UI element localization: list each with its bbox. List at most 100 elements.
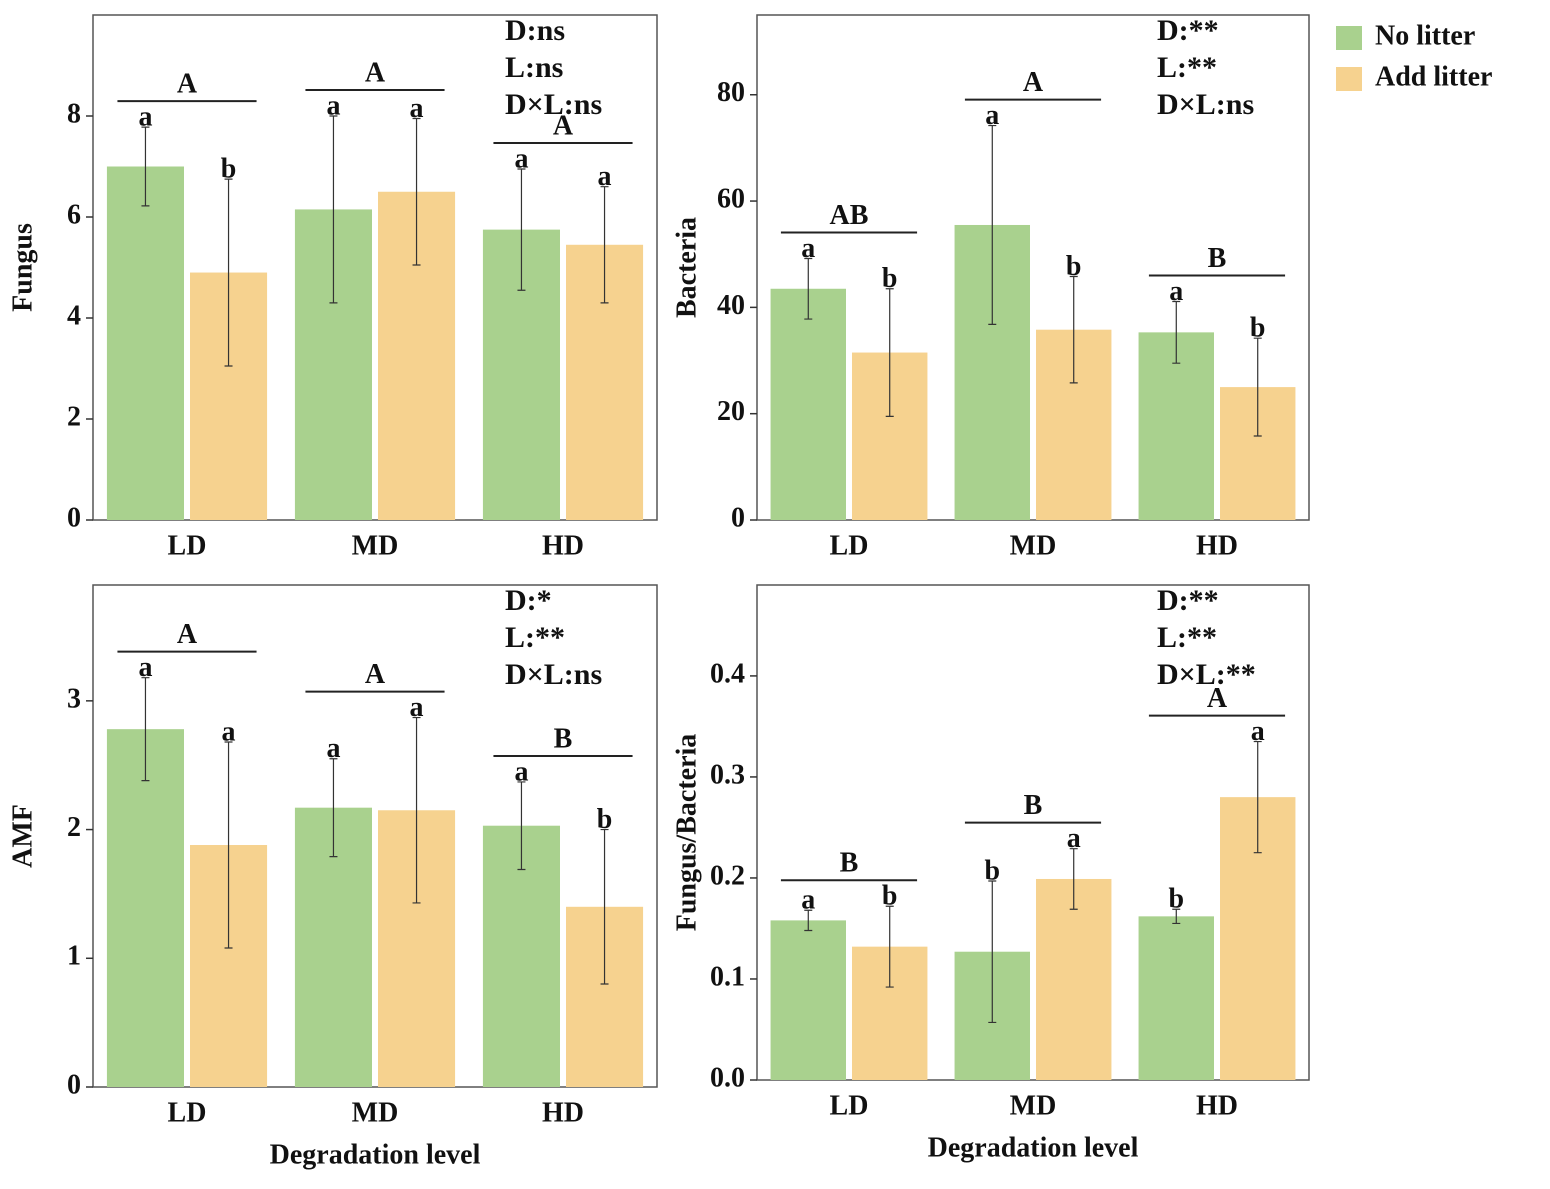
significance-letter: b	[984, 855, 1000, 886]
group-letter: A	[365, 659, 386, 690]
significance-letter: b	[1066, 251, 1082, 282]
error-bar	[804, 257, 813, 320]
significance-letter: a	[410, 93, 424, 124]
y-tick-label: 0	[67, 502, 81, 533]
y-tick-label: 1	[67, 941, 81, 972]
stat-annotation: L:**	[1157, 621, 1217, 654]
group-letter: B	[554, 723, 573, 754]
significance-letter: a	[326, 90, 340, 121]
group-letter: A	[177, 619, 198, 650]
stat-annotation: D:**	[1157, 14, 1219, 47]
stat-annotation: D:*	[505, 584, 552, 617]
stat-annotation: D×L:ns	[505, 658, 602, 691]
error-bar	[885, 288, 894, 417]
error-bar	[517, 168, 526, 291]
group-letter: B	[1208, 243, 1227, 274]
stat-annotation: D×L:ns	[505, 88, 602, 121]
error-bar	[412, 117, 421, 266]
error-bar	[141, 126, 150, 207]
y-tick-label: 8	[67, 98, 81, 129]
stat-annotation: D×L:**	[1157, 658, 1256, 691]
y-tick-label: 3	[67, 683, 81, 714]
legend-label: Add litter	[1375, 61, 1492, 92]
error-bar	[988, 124, 997, 325]
plot-frame	[756, 584, 1310, 1081]
plot-frame	[92, 584, 658, 1088]
group-letter: AB	[830, 200, 869, 231]
significance-letter: b	[1250, 313, 1266, 344]
significance-letter: a	[514, 143, 528, 174]
significance-letter: b	[597, 804, 613, 835]
error-bar	[1172, 300, 1181, 364]
significance-letter: a	[326, 733, 340, 764]
x-tick-label: MD	[1010, 530, 1057, 561]
error-bar	[1069, 848, 1078, 910]
legend-swatch	[1336, 67, 1362, 91]
bar	[770, 288, 846, 520]
significance-letter: a	[598, 161, 612, 192]
bar	[1036, 878, 1112, 1080]
y-tick-label: 6	[67, 199, 81, 230]
group-letter: A	[553, 110, 574, 141]
error-bar	[1069, 275, 1078, 384]
x-tick-label: LD	[830, 530, 869, 561]
y-tick-label: 60	[717, 183, 745, 214]
error-bar	[600, 186, 609, 304]
error-bar	[1172, 908, 1181, 925]
x-axis-label: Degradation level	[270, 1139, 481, 1170]
y-axis-label: Fungus/Bacteria	[671, 734, 702, 932]
significance-letter: b	[882, 263, 898, 294]
significance-letter: a	[222, 716, 236, 747]
group-letter: A	[1023, 67, 1044, 98]
y-tick-label: 80	[717, 77, 745, 108]
y-tick-label: 4	[67, 300, 81, 331]
x-tick-label: MD	[352, 1097, 399, 1128]
stat-annotation: L:**	[505, 621, 565, 654]
y-tick-label: 0.0	[710, 1062, 745, 1093]
y-tick-label: 0.3	[710, 759, 745, 790]
y-axis-label: Bacteria	[671, 217, 702, 318]
bar	[106, 166, 184, 520]
x-tick-label: LD	[168, 530, 207, 561]
group-letter: B	[840, 848, 859, 879]
y-tick-label: 0	[67, 1069, 81, 1100]
error-bar	[141, 677, 150, 782]
error-bar	[329, 758, 338, 858]
error-bar	[1253, 337, 1262, 437]
group-letter: A	[1207, 683, 1228, 714]
stat-annotation: D:**	[1157, 584, 1219, 617]
x-tick-label: HD	[1196, 530, 1238, 561]
bar	[770, 920, 846, 1080]
legend-label: No litter	[1375, 20, 1475, 51]
x-tick-label: LD	[168, 1097, 207, 1128]
significance-letter: b	[882, 881, 898, 912]
stat-annotation: D×L:ns	[1157, 88, 1254, 121]
error-bar	[885, 905, 894, 988]
significance-letter: a	[514, 756, 528, 787]
significance-letter: b	[221, 154, 237, 185]
significance-letter: a	[1251, 716, 1265, 747]
y-tick-label: 0.4	[710, 658, 745, 689]
x-tick-label: HD	[1196, 1090, 1238, 1121]
plot-frame	[92, 14, 658, 521]
significance-letter: a	[138, 652, 152, 683]
error-bar	[412, 716, 421, 904]
x-tick-label: HD	[542, 1097, 584, 1128]
y-tick-label: 0.2	[710, 860, 745, 891]
y-tick-label: 20	[717, 396, 745, 427]
error-bar	[224, 178, 233, 367]
y-axis-label: Fungus	[7, 223, 38, 312]
significance-letter: a	[1067, 823, 1081, 854]
significance-letter: a	[801, 885, 815, 916]
significance-letter: a	[410, 692, 424, 723]
error-bar	[1253, 740, 1262, 854]
x-axis-label: Degradation level	[928, 1132, 1139, 1163]
legend-swatch	[1336, 26, 1362, 50]
group-letter: A	[365, 57, 386, 88]
y-tick-label: 2	[67, 812, 81, 843]
group-letter: A	[177, 69, 198, 100]
significance-letter: a	[1169, 276, 1183, 307]
error-bar	[804, 909, 813, 932]
y-tick-label: 0.1	[710, 961, 745, 992]
